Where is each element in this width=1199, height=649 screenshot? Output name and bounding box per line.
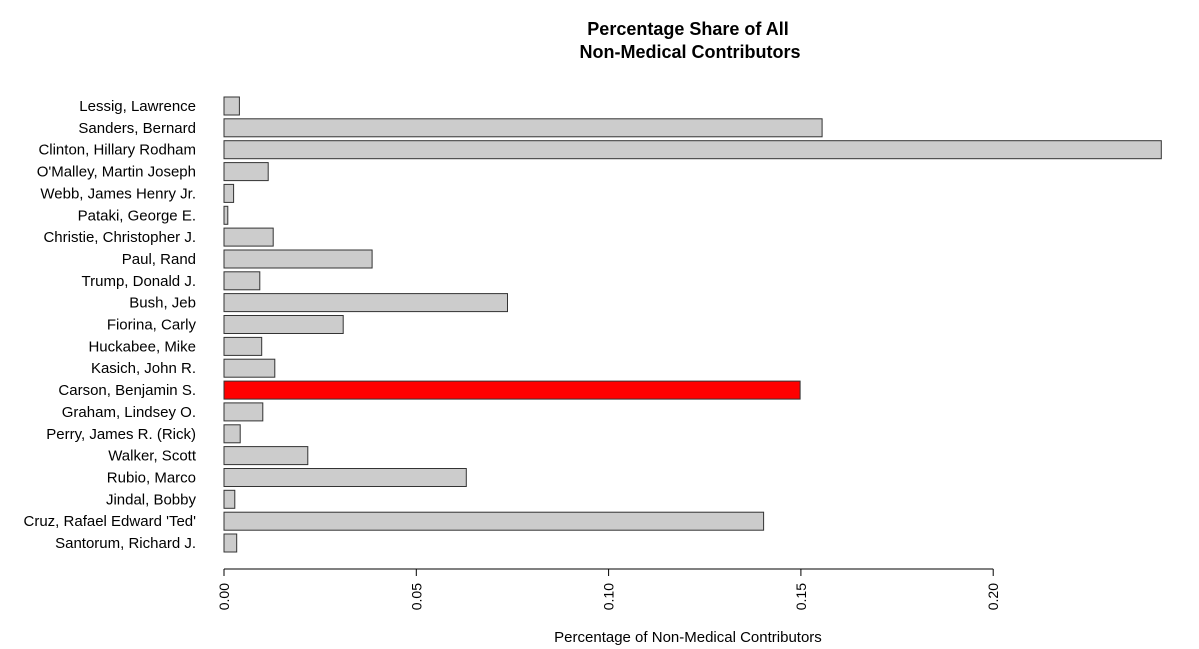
bar-2 [223, 140, 1162, 160]
bar-5 [223, 205, 229, 225]
x-tick-label: 0.15 [793, 583, 809, 610]
category-label: Perry, James R. (Rick) [46, 426, 196, 443]
category-label: Huckabee, Mike [88, 338, 196, 355]
bar-15 [223, 424, 241, 444]
category-label: Kasich, John R. [91, 360, 196, 377]
bar-20 [223, 533, 238, 553]
bar-14 [223, 402, 264, 422]
bar-18 [223, 489, 236, 509]
category-label: O'Malley, Martin Joseph [37, 164, 196, 181]
category-label: Pataki, George E. [78, 207, 196, 224]
x-tick-label: 0.20 [985, 583, 1001, 610]
x-tick-label: 0.05 [408, 583, 424, 610]
category-label: Webb, James Henry Jr. [40, 185, 196, 202]
category-labels: Lessig, Lawrence Sanders, Bernard Clinton,… [24, 98, 197, 552]
bar-6 [223, 227, 274, 247]
x-axis: 0.00 0.05 0.10 0.15 0.20 [216, 568, 1001, 610]
category-label: Walker, Scott [108, 448, 197, 465]
category-label: Sanders, Bernard [78, 120, 196, 137]
category-label: Jindal, Bobby [106, 491, 197, 508]
bar-7 [223, 249, 373, 269]
category-label: Graham, Lindsey O. [62, 404, 196, 421]
chart-title-line-2: Non-Medical Contributors [580, 42, 801, 62]
category-label: Paul, Rand [122, 251, 196, 268]
bar-9 [223, 293, 508, 313]
category-label: Christie, Christopher J. [43, 229, 196, 246]
bars-group [223, 96, 1162, 553]
category-label: Cruz, Rafael Edward 'Ted' [24, 513, 197, 530]
category-label: Lessig, Lawrence [79, 98, 196, 115]
bar-4 [223, 183, 235, 203]
x-tick-label: 0.00 [216, 583, 232, 610]
chart-title-line-1: Percentage Share of All [587, 19, 788, 39]
category-label: Clinton, Hillary Rodham [38, 142, 196, 159]
bar-0 [223, 96, 240, 116]
bar-11 [223, 336, 263, 356]
category-label: Carson, Benjamin S. [58, 382, 196, 399]
bar-16 [223, 446, 309, 466]
category-label: Bush, Jeb [129, 295, 196, 312]
bar-8 [223, 271, 261, 291]
category-label: Rubio, Marco [107, 470, 196, 487]
category-label: Santorum, Richard J. [55, 535, 196, 552]
category-label: Trump, Donald J. [82, 273, 197, 290]
bar-10 [223, 315, 344, 334]
bar-12 [223, 358, 276, 378]
category-label: Fiorina, Carly [107, 317, 197, 334]
x-axis-title: Percentage of Non-Medical Contributors [554, 629, 822, 646]
x-tick-label: 0.10 [601, 583, 617, 610]
bar-19 [223, 511, 765, 531]
bar-13 [223, 380, 801, 400]
bar-17 [223, 468, 467, 487]
bar-1 [223, 118, 823, 138]
bar-3 [223, 162, 269, 182]
